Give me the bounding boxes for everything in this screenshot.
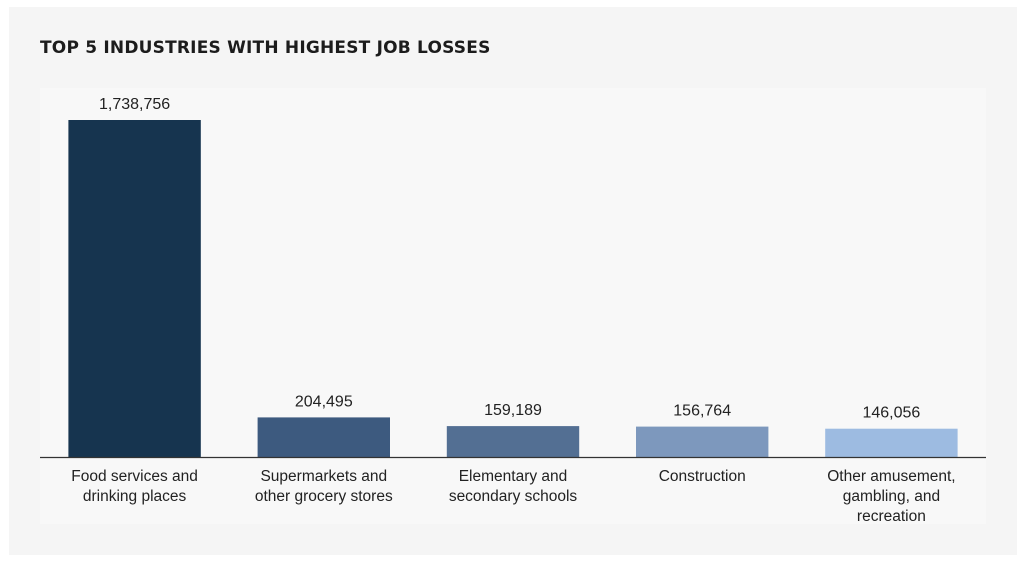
category-label-3: Elementary and secondary schools bbox=[449, 468, 578, 505]
category-label-5: Other amusement, gambling, and recreation bbox=[827, 468, 955, 525]
value-label-4: 156,764 bbox=[673, 403, 731, 420]
value-labels-group: 1,738,756 204,495 159,189 156,764 146,056 bbox=[99, 96, 920, 422]
value-label-5: 146,056 bbox=[862, 405, 920, 422]
category-label-1: Food services and drinking places bbox=[71, 468, 198, 505]
bar-2 bbox=[257, 417, 390, 457]
bar-4 bbox=[636, 426, 769, 457]
bars-group bbox=[68, 120, 958, 457]
category-labels-group: Food services and drinking places Supermar… bbox=[71, 468, 955, 525]
bar-1 bbox=[68, 120, 201, 457]
bar-5 bbox=[825, 428, 958, 457]
category-label-2: Supermarkets and other grocery stores bbox=[255, 468, 393, 505]
chart-title: TOP 5 INDUSTRIES WITH HIGHEST JOB LOSSES bbox=[40, 38, 491, 58]
bar-3 bbox=[446, 426, 580, 457]
value-label-1: 1,738,756 bbox=[99, 96, 170, 113]
value-label-3: 159,189 bbox=[484, 402, 542, 419]
category-label-4: Construction bbox=[659, 468, 746, 485]
value-label-2: 204,495 bbox=[295, 393, 353, 410]
